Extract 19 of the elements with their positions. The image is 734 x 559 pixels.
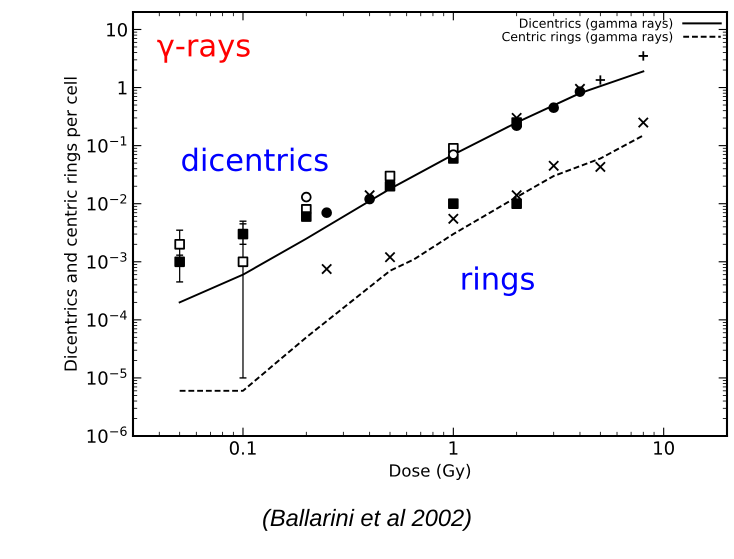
annotation: rings xyxy=(462,266,534,296)
y-tick-label: 10$^{−5}$ xyxy=(88,368,126,385)
x-tick-label: 1 xyxy=(450,441,458,455)
y-tick-label: 10$^{−4}$ xyxy=(88,310,127,327)
y-tick-label: 10 xyxy=(107,22,127,37)
y-tick-label: 1 xyxy=(118,81,126,94)
y-axis-title: Dicentrics and centric rings per cell xyxy=(64,78,80,370)
legend-label: Centric rings (gamma rays) xyxy=(502,32,672,44)
y-tick-label: 10$^{−2}$ xyxy=(88,194,126,211)
x-tick-label: 10 xyxy=(654,441,674,455)
y-tick-label: 10$^{−1}$ xyxy=(88,136,126,153)
text: (Ballarini et al 2002) xyxy=(263,508,471,531)
x-tick-label: 0.1 xyxy=(230,441,256,455)
y-tick-label: 10$^{−3}$ xyxy=(88,252,126,269)
annotation: γ-rays xyxy=(157,39,250,63)
legend-label: Dicentrics (gamma rays) xyxy=(520,18,672,30)
y-tick-label: 10$^{−6}$ xyxy=(88,426,127,443)
annotation: dicentrics xyxy=(182,148,328,172)
x-axis-title: Dose (Gy) xyxy=(390,464,470,480)
